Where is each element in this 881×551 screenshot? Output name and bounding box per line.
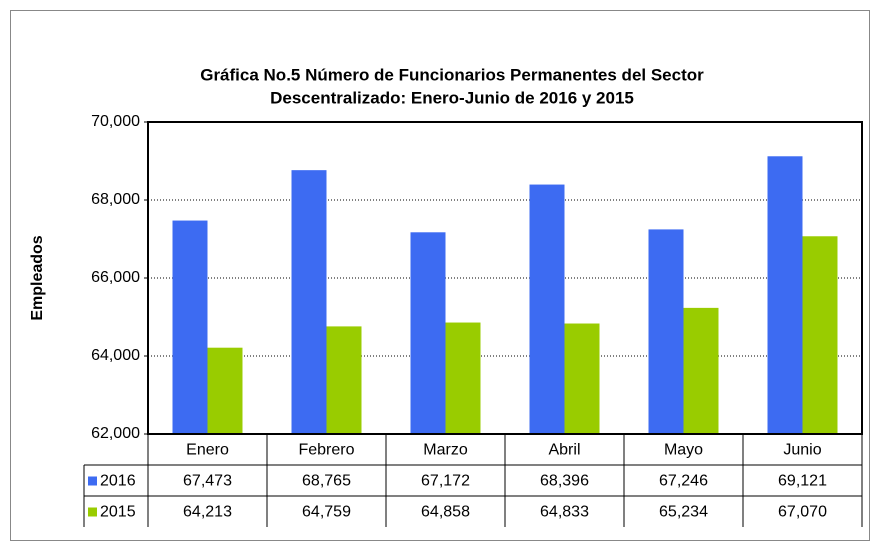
legend-marker <box>88 476 97 486</box>
x-tick-label: Abril <box>548 442 580 459</box>
bar <box>207 347 243 434</box>
table-value: 67,172 <box>421 473 470 490</box>
table-value: 69,121 <box>778 473 827 490</box>
legend-label: 2015 <box>100 504 136 521</box>
x-tick-label: Junio <box>783 442 821 459</box>
y-tick-label: 70,000 <box>91 113 140 130</box>
table-value: 65,234 <box>659 504 708 521</box>
bar <box>648 229 684 434</box>
bar <box>445 322 481 434</box>
table-value: 64,858 <box>421 504 470 521</box>
bar <box>529 184 565 434</box>
table-value: 67,070 <box>778 504 827 521</box>
table-value: 64,833 <box>540 504 589 521</box>
y-tick-label: 68,000 <box>91 191 140 208</box>
x-tick-label: Febrero <box>298 442 354 459</box>
bar <box>683 307 719 434</box>
bar <box>410 232 446 434</box>
legend-marker <box>88 507 97 517</box>
x-tick-label: Enero <box>186 442 229 459</box>
bar <box>326 326 362 434</box>
x-tick-label: Mayo <box>664 442 703 459</box>
table-value: 68,765 <box>302 473 351 490</box>
bar <box>802 236 838 434</box>
table-value: 68,396 <box>540 473 589 490</box>
y-tick-label: 62,000 <box>91 425 140 442</box>
table-value: 64,213 <box>183 504 232 521</box>
x-tick-label: Marzo <box>423 442 468 459</box>
bar <box>172 220 208 434</box>
legend-label: 2016 <box>100 473 136 490</box>
y-tick-label: 66,000 <box>91 269 140 286</box>
y-tick-label: 64,000 <box>91 347 140 364</box>
bar <box>767 156 803 434</box>
chart-title: Gráfica No.5 Número de Funcionarios Perm… <box>200 65 704 84</box>
bar <box>564 323 600 434</box>
table-value: 64,759 <box>302 504 351 521</box>
bar <box>291 170 327 435</box>
table-value: 67,246 <box>659 473 708 490</box>
y-axis-label: Empleados <box>29 235 46 320</box>
table-value: 67,473 <box>183 473 232 490</box>
chart-title: Descentralizado: Enero-Junio de 2016 y 2… <box>270 88 634 107</box>
